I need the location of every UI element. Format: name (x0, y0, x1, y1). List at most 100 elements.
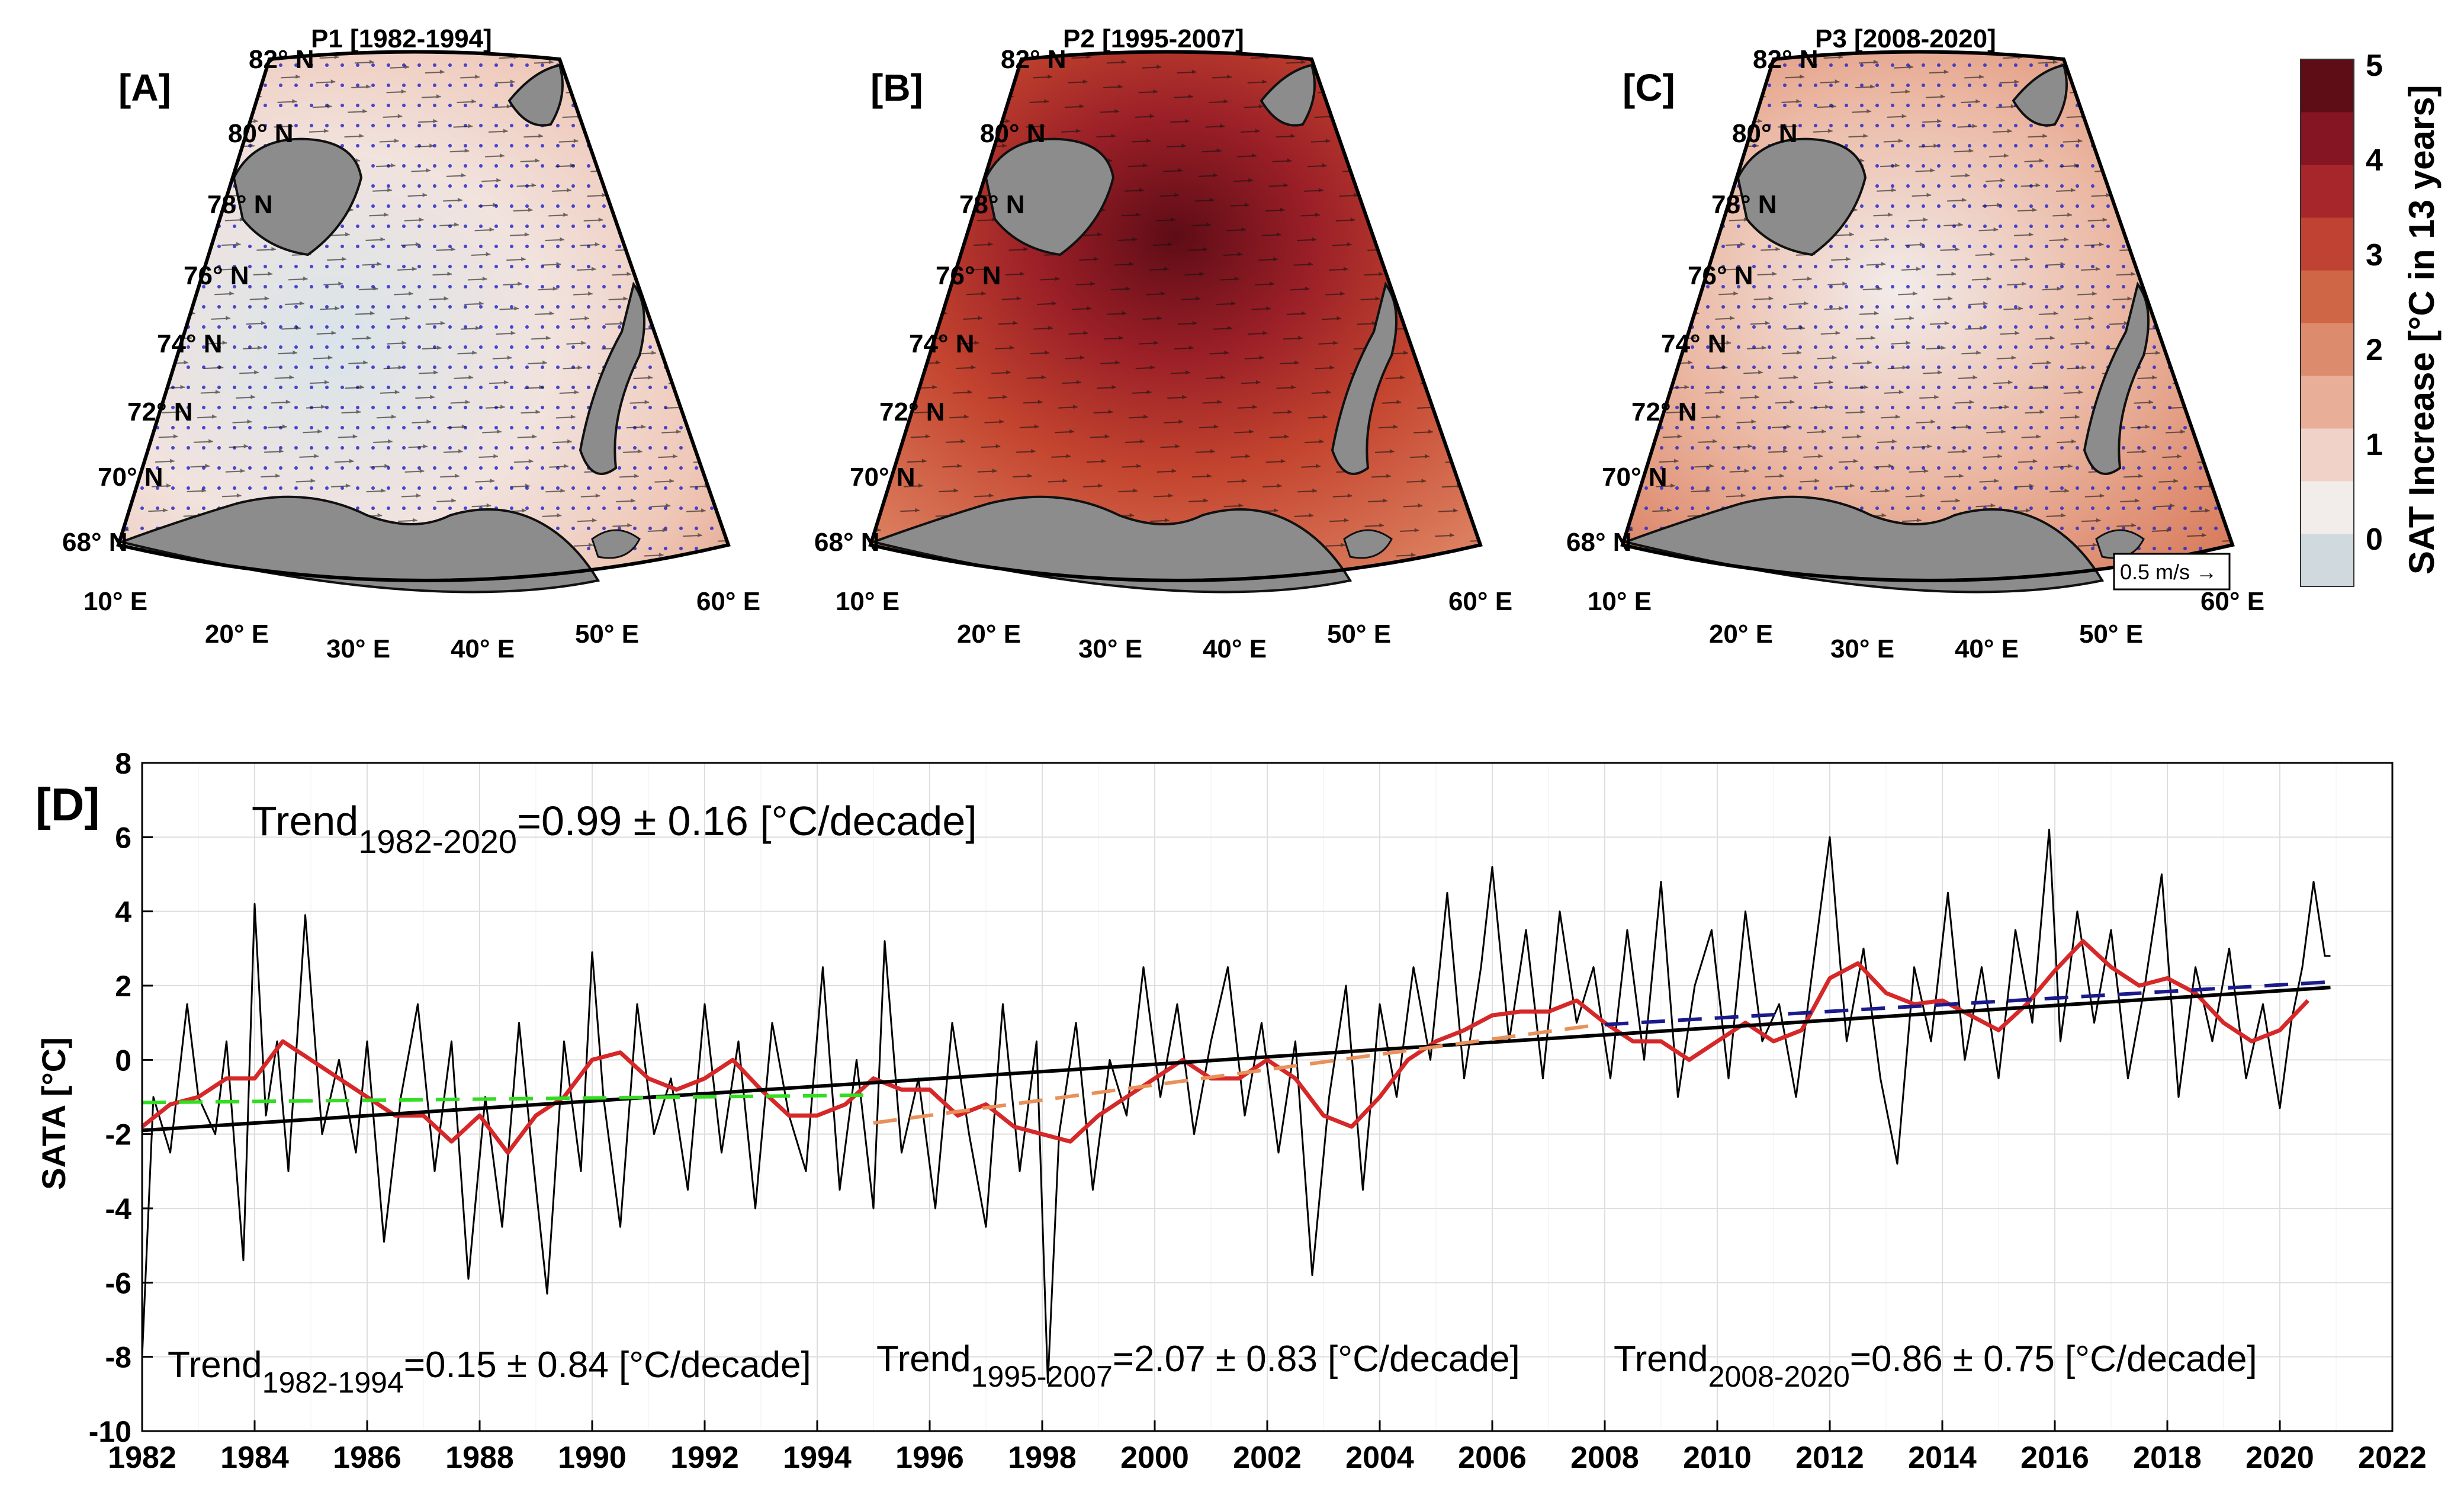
y-axis-label: SATA [°C] (35, 1037, 72, 1190)
panel-title: P2 [1995-2007] (1063, 24, 1244, 53)
lon-label: 60° E (1448, 587, 1512, 616)
series-trend-1982-2020 (142, 986, 2331, 1133)
colorbar-swatch (2301, 270, 2354, 323)
x-tick-label: 2020 (2245, 1441, 2314, 1475)
franz-josef-land (1260, 63, 1316, 127)
map-panel-1: P1 [1982-1994] [A] 68° N 70° N 72° N 74° N 76°… (62, 24, 760, 663)
x-tick-label: 1998 (1008, 1441, 1077, 1475)
colorbar-swatch (2301, 376, 2354, 429)
lat-label: 78° N (959, 190, 1025, 219)
lat-label: 76° N (1688, 261, 1753, 290)
lon-label: 10° E (836, 587, 899, 616)
lon-label: 40° E (451, 634, 515, 663)
lon-label: 30° E (326, 634, 390, 663)
scandinavia-coast (869, 495, 1353, 594)
lat-label: 78° N (1711, 190, 1777, 219)
series-trend-2008-2020 (1604, 980, 2331, 1027)
lon-label: 40° E (1955, 634, 2019, 663)
x-tick-label: 1986 (333, 1441, 401, 1475)
panel-d-tag: [D] (36, 778, 99, 830)
x-tick-label: 2002 (1233, 1441, 1302, 1475)
trend-overall-label: Trend1982-2020=0.99 ± 0.16 [°C/decade] (252, 798, 977, 860)
x-tick-label: 2018 (2133, 1441, 2202, 1475)
lat-label: 80° N (228, 119, 294, 148)
lon-label: 20° E (205, 620, 269, 649)
novaya-zemlya (579, 281, 645, 475)
x-tick-label: 2014 (1908, 1441, 1977, 1475)
lat-label: 74° N (157, 329, 223, 358)
lat-label: 72° N (879, 397, 945, 426)
colorbar-swatch (2301, 428, 2354, 482)
lon-label: 30° E (1830, 634, 1894, 663)
panel-title: P3 [2008-2020] (1815, 24, 1996, 53)
scandinavia-coast (117, 495, 600, 594)
lat-label: 82° N (1753, 45, 1819, 74)
x-tick-label: 2008 (1570, 1441, 1639, 1475)
lat-label: 68° N (814, 528, 880, 557)
lat-label: 82° N (249, 45, 314, 74)
colorbar-swatches (2301, 59, 2354, 587)
colorbar-tick: 1 (2366, 428, 2383, 462)
x-tick-label: 1982 (108, 1441, 176, 1475)
lat-label: 70° N (1602, 463, 1668, 492)
x-tick-label: 2016 (2020, 1441, 2089, 1475)
y-tick-label: 4 (115, 896, 131, 929)
series-sata-monthly (141, 829, 2331, 1384)
franz-josef-land (2012, 63, 2068, 127)
colorbar-frame (2300, 59, 2354, 587)
colorbar-tick: 5 (2366, 49, 2383, 83)
y-tick-label: -2 (105, 1118, 131, 1151)
trend-p2-label: Trend1995-2007=2.07 ± 0.83 [°C/decade] (876, 1339, 1520, 1393)
lat-label: 76° N (184, 261, 249, 290)
lon-label: 40° E (1203, 634, 1267, 663)
lat-label: 70° N (850, 463, 915, 492)
y-tick-label: 2 (115, 970, 131, 1003)
x-tick-label: 1984 (220, 1441, 289, 1475)
colorbar-tick: 3 (2366, 238, 2383, 272)
novaya-zemlya (1331, 281, 1398, 475)
lat-label: 74° N (1661, 329, 1727, 358)
lat-label: 80° N (980, 119, 1046, 148)
y-tick-label: -8 (105, 1341, 131, 1374)
scale-arrow-box (2113, 553, 2231, 591)
colorbar-tick: 0 (2366, 522, 2383, 557)
lon-label: 60° E (696, 587, 760, 616)
series-trend-1995-2007 (873, 1022, 1599, 1125)
y-tick-label: -4 (105, 1192, 132, 1226)
series-trend-1982-1994 (142, 1093, 868, 1105)
lat-label: 72° N (1631, 397, 1697, 426)
map-frame (116, 50, 731, 582)
x-tick-label: 1994 (783, 1441, 852, 1475)
colorbar-swatch (2301, 112, 2354, 165)
kolguyev-island (1343, 529, 1393, 559)
trend-p1-label: Trend1982-1994=0.15 ± 0.84 [°C/decade] (168, 1345, 811, 1399)
colorbar-swatch (2301, 165, 2354, 218)
lat-label: 74° N (909, 329, 975, 358)
franz-josef-land (507, 63, 564, 127)
colorbar-swatch (2301, 59, 2354, 113)
timeseries-panel: 1982 1984 1986 1988 1990 1992 1994 1996 1998 2000… (35, 747, 2427, 1475)
scandinavia-coast (1621, 495, 2105, 594)
panel-tag: [B] (870, 66, 923, 109)
y-tick-label: 6 (115, 821, 131, 854)
plot-series (140, 829, 2331, 1384)
lon-label: 20° E (957, 620, 1021, 649)
plot-grid (142, 762, 2393, 1432)
lat-label: 82° N (1001, 45, 1066, 74)
y-tick-label: 8 (115, 747, 131, 780)
colorbar-tick: 4 (2366, 143, 2383, 178)
colorbar-tick: 2 (2366, 333, 2383, 367)
lat-label: 70° N (98, 463, 163, 492)
lat-label: 72° N (127, 397, 193, 426)
y-tick-label: -6 (105, 1266, 131, 1300)
x-tick-label: 2010 (1683, 1441, 1752, 1475)
colorbar-swatch (2301, 481, 2354, 534)
lon-label: 50° E (575, 620, 639, 649)
lon-label: 50° E (1327, 620, 1391, 649)
colorbar: 0 1 2 3 4 5 SAT Increase [°C in 13 years] (2300, 49, 2441, 587)
novaya-zemlya (2083, 281, 2150, 475)
x-axis-ticks: 1982 1984 1986 1988 1990 1992 1994 1996 1998 2000… (108, 1420, 2427, 1475)
lon-label: 60° E (2200, 587, 2264, 616)
x-tick-label: 1992 (670, 1441, 739, 1475)
